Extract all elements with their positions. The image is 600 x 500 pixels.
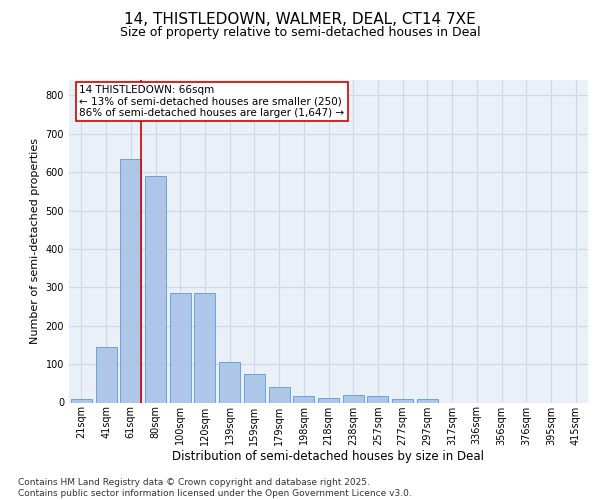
Bar	[293, 396, 314, 402]
Bar	[219, 362, 240, 403]
Bar	[95, 347, 116, 403]
Bar	[170, 293, 191, 403]
Bar	[392, 400, 413, 402]
Bar	[145, 176, 166, 402]
Bar	[343, 395, 364, 402]
Text: 14, THISTLEDOWN, WALMER, DEAL, CT14 7XE: 14, THISTLEDOWN, WALMER, DEAL, CT14 7XE	[124, 12, 476, 28]
Y-axis label: Number of semi-detached properties: Number of semi-detached properties	[30, 138, 40, 344]
Bar	[194, 293, 215, 403]
Bar	[71, 398, 92, 402]
Bar	[417, 398, 438, 402]
X-axis label: Distribution of semi-detached houses by size in Deal: Distribution of semi-detached houses by …	[173, 450, 485, 464]
Text: Contains HM Land Registry data © Crown copyright and database right 2025.
Contai: Contains HM Land Registry data © Crown c…	[18, 478, 412, 498]
Bar	[318, 398, 339, 402]
Bar	[269, 387, 290, 402]
Bar	[120, 158, 141, 402]
Bar	[244, 374, 265, 402]
Bar	[367, 396, 388, 402]
Text: 14 THISTLEDOWN: 66sqm
← 13% of semi-detached houses are smaller (250)
86% of sem: 14 THISTLEDOWN: 66sqm ← 13% of semi-deta…	[79, 85, 344, 118]
Text: Size of property relative to semi-detached houses in Deal: Size of property relative to semi-detach…	[119, 26, 481, 39]
